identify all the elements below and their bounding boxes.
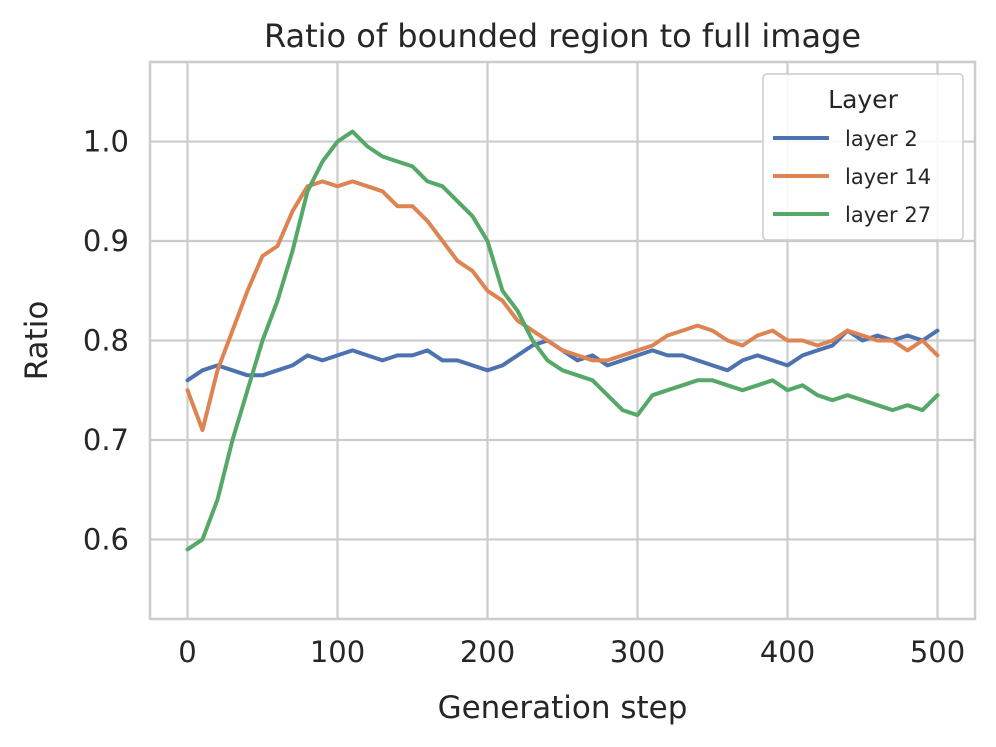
x-tick-label: 0 bbox=[178, 635, 196, 669]
chart-title: Ratio of bounded region to full image bbox=[264, 17, 861, 55]
legend-label: layer 27 bbox=[845, 203, 931, 227]
y-axis-label: Ratio bbox=[19, 301, 55, 381]
x-tick-label: 400 bbox=[760, 635, 815, 669]
y-tick-label: 1.0 bbox=[83, 125, 129, 159]
x-tick-label: 300 bbox=[610, 635, 665, 669]
legend: Layer layer 2 layer 14 layer 27 bbox=[762, 73, 964, 241]
legend-label: layer 14 bbox=[845, 165, 931, 189]
x-tick-label: 100 bbox=[310, 635, 365, 669]
series-line-layer-2 bbox=[185, 328, 940, 383]
x-tick-label: 500 bbox=[910, 635, 965, 669]
legend-label: layer 2 bbox=[845, 127, 918, 151]
y-tick-label: 0.8 bbox=[83, 324, 129, 358]
series-line-layer-27 bbox=[185, 129, 940, 552]
y-tick-label: 0.7 bbox=[83, 423, 129, 457]
y-tick-label: 0.9 bbox=[83, 224, 129, 258]
legend-title: Layer bbox=[828, 85, 898, 114]
y-tick-label: 0.6 bbox=[83, 522, 129, 556]
x-axis-label: Generation step bbox=[438, 690, 688, 726]
legend-box bbox=[762, 73, 964, 241]
x-tick-label: 200 bbox=[460, 635, 515, 669]
plot-frame bbox=[148, 60, 977, 621]
